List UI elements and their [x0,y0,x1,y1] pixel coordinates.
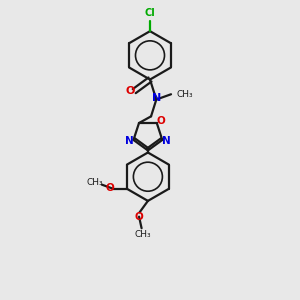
Text: O: O [156,116,165,126]
Text: Cl: Cl [145,8,155,17]
Text: O: O [135,212,143,222]
Text: O: O [126,86,135,96]
Text: CH₃: CH₃ [86,178,103,188]
Text: O: O [105,183,114,194]
Text: CH₃: CH₃ [134,230,151,239]
Text: N: N [162,136,170,146]
Text: N: N [152,94,161,103]
Text: N: N [125,136,134,146]
Text: CH₃: CH₃ [177,90,194,99]
